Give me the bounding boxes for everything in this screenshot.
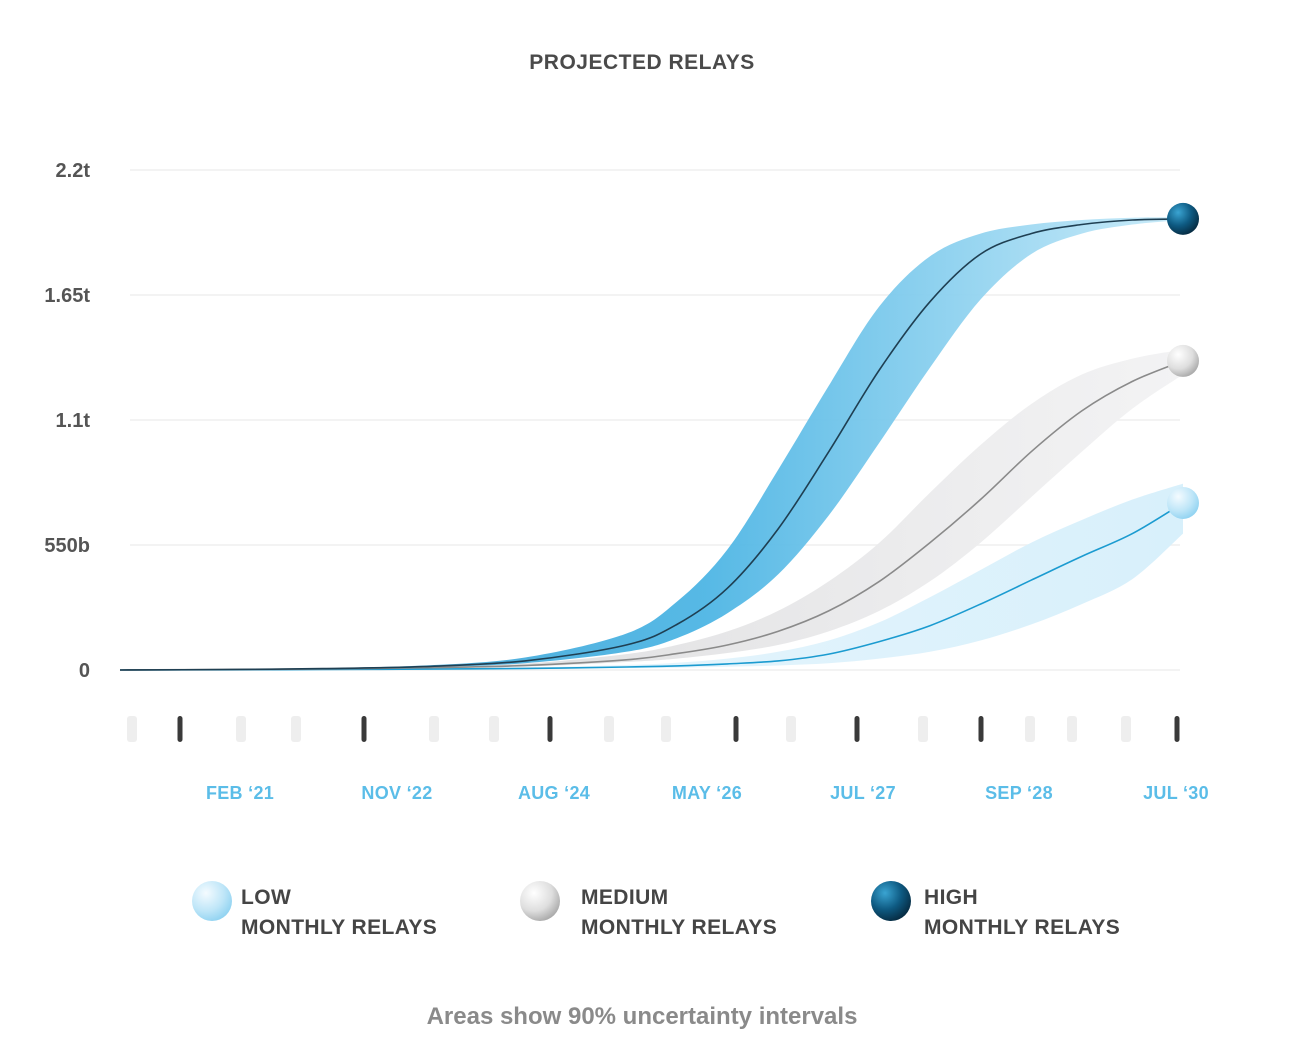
x-tick-label: SEP ‘28 <box>985 783 1053 803</box>
legend-marker-medium <box>520 881 560 921</box>
x-axis-tick-labels: FEB ‘21 NOV ‘22 AUG ‘24 MAY ‘26 JUL ‘27 SEP ‘… <box>206 783 1209 803</box>
major-tick-mark <box>854 716 860 742</box>
major-tick-mark <box>177 716 183 742</box>
x-tick-label: MAY ‘26 <box>672 783 742 803</box>
series-line-high <box>119 218 1184 671</box>
legend-label-medium-line2: MONTHLY RELAYS <box>581 916 777 939</box>
major-tick-mark <box>547 716 553 742</box>
major-tick-mark <box>978 716 984 742</box>
legend-label-low-line2: MONTHLY RELAYS <box>241 916 437 939</box>
minor-tick-mark <box>1025 716 1035 742</box>
uncertainty-band-medium <box>120 349 1183 670</box>
x-tick-label: JUL ‘30 <box>1143 783 1209 803</box>
legend-marker-low <box>192 881 232 921</box>
legend-label-low-line1: LOW <box>241 886 291 909</box>
series-lines <box>119 218 1184 671</box>
minor-tick-mark <box>1121 716 1131 742</box>
major-tick-mark <box>361 716 367 742</box>
uncertainty-band-low <box>120 483 1183 670</box>
minor-tick-mark <box>918 716 928 742</box>
x-axis-tick-marks <box>127 716 1180 742</box>
minor-tick-mark <box>661 716 671 742</box>
minor-tick-mark <box>489 716 499 742</box>
major-tick-mark <box>733 716 739 742</box>
y-tick-label: 0 <box>79 660 90 682</box>
x-tick-label: JUL ‘27 <box>830 783 896 803</box>
x-tick-label: NOV ‘22 <box>361 783 432 803</box>
gridlines <box>130 169 1180 671</box>
y-axis-tick-labels: 0 550b 1.1t 1.65t 2.2t <box>44 160 90 682</box>
end-marker-medium <box>1167 344 1199 377</box>
legend-label-medium-line1: MEDIUM <box>581 886 669 909</box>
legend-item-low: LOW MONTHLY RELAYS <box>192 881 437 939</box>
minor-tick-mark <box>604 716 614 742</box>
major-tick-mark <box>1174 716 1180 742</box>
y-tick-label: 550b <box>44 535 90 557</box>
minor-tick-mark <box>236 716 246 742</box>
legend: LOW MONTHLY RELAYS MEDIUM MONTHLY RELAYS… <box>192 881 1120 939</box>
minor-tick-mark <box>786 716 796 742</box>
chart-title: PROJECTED RELAYS <box>529 51 754 74</box>
end-marker-high <box>1167 202 1199 235</box>
y-tick-label: 1.1t <box>56 410 91 432</box>
legend-label-high-line1: HIGH <box>924 886 978 909</box>
footnote: Areas show 90% uncertainty intervals <box>427 1003 858 1030</box>
legend-label-high-line2: MONTHLY RELAYS <box>924 916 1120 939</box>
series-end-markers <box>1167 202 1199 519</box>
legend-item-high: HIGH MONTHLY RELAYS <box>871 881 1120 939</box>
y-tick-label: 2.2t <box>56 160 91 182</box>
end-marker-low <box>1167 486 1199 519</box>
minor-tick-mark <box>429 716 439 742</box>
minor-tick-mark <box>1067 716 1077 742</box>
minor-tick-mark <box>127 716 137 742</box>
legend-item-medium: MEDIUM MONTHLY RELAYS <box>520 881 777 939</box>
x-tick-label: AUG ‘24 <box>518 783 590 803</box>
uncertainty-bands <box>120 217 1183 671</box>
minor-tick-mark <box>291 716 301 742</box>
y-tick-label: 1.65t <box>44 285 90 307</box>
uncertainty-band-high <box>120 217 1183 671</box>
x-tick-label: FEB ‘21 <box>206 783 274 803</box>
legend-marker-high <box>871 881 911 921</box>
